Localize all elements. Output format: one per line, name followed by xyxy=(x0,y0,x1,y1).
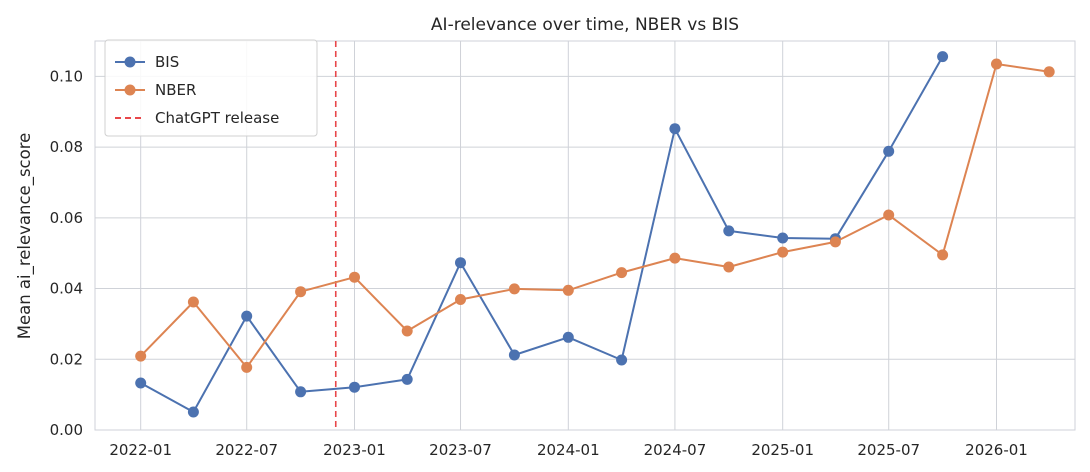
y-tick-label: 0.08 xyxy=(50,138,83,156)
data-point-nber xyxy=(723,261,735,273)
legend-marker-bis xyxy=(124,56,136,68)
data-point-nber xyxy=(616,267,628,279)
data-point-bis xyxy=(562,331,574,343)
x-tick-label: 2025-07 xyxy=(857,441,920,459)
data-point-nber xyxy=(295,286,307,298)
y-tick-label: 0.02 xyxy=(50,350,83,368)
data-point-nber xyxy=(455,294,466,305)
x-axis: 2022-01 2022-07 2023-01 2023-07 2024-01 2024-… xyxy=(109,441,1028,459)
data-point-nber xyxy=(349,271,360,283)
legend-box xyxy=(104,39,318,137)
data-point-nber xyxy=(508,283,520,295)
data-point-nber xyxy=(241,361,253,373)
series-layer xyxy=(135,51,1055,418)
data-point-bis xyxy=(349,381,360,393)
data-point-nber xyxy=(829,236,841,248)
data-point-bis xyxy=(616,354,628,366)
data-point-nber xyxy=(669,252,681,264)
data-point-bis xyxy=(723,225,735,237)
data-point-nber xyxy=(777,246,789,258)
legend-label-nber: NBER xyxy=(155,81,196,99)
grid xyxy=(95,41,1075,431)
x-tick-label: 2022-07 xyxy=(215,441,278,459)
x-tick-label: 2022-01 xyxy=(109,441,172,459)
data-point-bis xyxy=(508,349,520,361)
data-point-nber xyxy=(937,249,949,261)
x-tick-label: 2023-07 xyxy=(429,441,492,459)
legend-marker-nber xyxy=(124,84,136,96)
data-point-bis xyxy=(241,310,253,322)
series-line-nber xyxy=(139,63,1050,369)
legend-label-chatgpt-release: ChatGPT release xyxy=(155,109,279,127)
data-point-nber xyxy=(401,325,413,337)
legend-label-bis: BIS xyxy=(155,53,179,71)
y-tick-label: 0.00 xyxy=(50,421,83,439)
data-point-bis xyxy=(883,145,895,157)
data-point-bis xyxy=(669,123,681,135)
data-point-bis xyxy=(187,406,199,418)
data-point-nber xyxy=(883,209,895,221)
data-point-nber xyxy=(562,284,574,296)
x-tick-label: 2023-01 xyxy=(323,441,386,459)
y-axis: 0.00 0.02 0.04 0.06 0.08 0.10 xyxy=(50,67,83,439)
data-point-bis xyxy=(295,386,307,398)
x-tick-label: 2024-07 xyxy=(644,441,707,459)
y-tick-label: 0.10 xyxy=(50,67,83,85)
data-point-bis xyxy=(135,377,147,389)
legend: BIS NBER ChatGPT release xyxy=(104,39,318,137)
data-point-bis xyxy=(937,51,949,63)
y-tick-label: 0.06 xyxy=(50,209,83,227)
chart-title: AI-relevance over time, NBER vs BIS xyxy=(431,15,739,35)
y-axis-label: Mean ai_relevance_score xyxy=(15,133,35,340)
data-point-bis xyxy=(401,373,413,385)
series-line-bis xyxy=(140,56,944,413)
x-tick-label: 2026-01 xyxy=(965,441,1028,459)
data-point-bis xyxy=(777,232,789,244)
data-point-nber xyxy=(991,58,1002,70)
data-point-nber xyxy=(187,296,199,308)
x-tick-label: 2025-01 xyxy=(751,441,814,459)
data-point-nber xyxy=(1043,66,1055,78)
x-tick-label: 2024-01 xyxy=(537,441,600,459)
y-tick-label: 0.04 xyxy=(50,280,83,298)
data-point-nber xyxy=(135,350,147,362)
data-point-bis xyxy=(455,257,466,269)
